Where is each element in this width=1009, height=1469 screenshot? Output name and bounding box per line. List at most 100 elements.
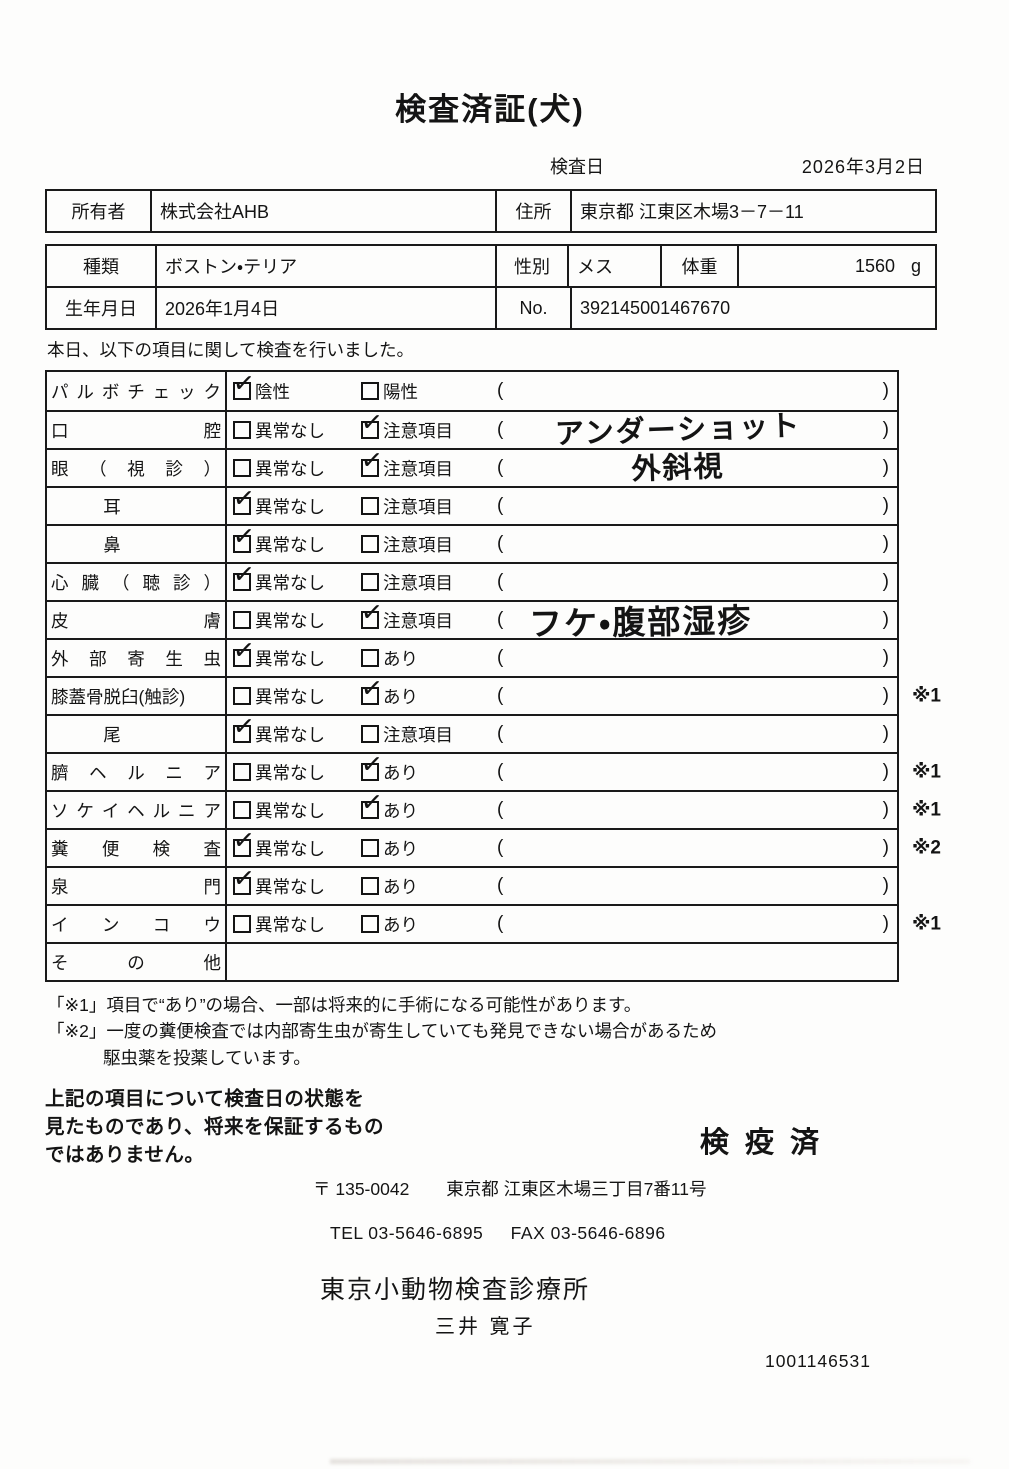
disclaimer-line-3: ではありません。 [45,1144,205,1167]
checkbox-unchecked [361,839,379,857]
checklist-row-remarks: ( ) [489,830,897,866]
checklist-row-label-cell: パルボチェック [47,372,227,410]
clinic-fax: FAX 03-5646-6896 [510,1222,666,1243]
check-option: 陰性 [233,379,361,404]
checkbox-checked [361,763,379,781]
check-option-label: あり [383,686,418,707]
clinic-address-line: 〒 135-0042 東京都 江東区木場三丁目7番11号 [313,1176,935,1201]
checklist-row-remarks: ( ) [489,754,897,790]
checkbox-unchecked [233,459,251,477]
quarantine-stamp: 検 疫 済 [699,1126,823,1159]
checkbox-checked [233,839,251,857]
footnote-1: 「※1」項目で“あり”の場合、一部は将来的に手術になる可能性があります。 [47,995,642,1015]
check-option: あり [361,798,489,823]
no-value: 392145001467670 [570,286,937,330]
check-option-label: 注意項目 [383,724,453,745]
checklist-row-label-cell: ソケイヘルニア [47,792,227,828]
paren-close: ) [882,457,889,478]
check-option: 異常なし [233,836,361,861]
check-option: 異常なし [233,798,361,823]
checkbox-checked [361,421,379,439]
checkbox-unchecked [233,801,251,819]
paren-open: ( [497,913,504,934]
checklist-row-label: 口腔 [51,420,221,441]
paren-open: ( [497,723,504,744]
owner-table: 所有者 株式会社AHB 住所 東京都 江東区木場3－7－11 [45,189,937,233]
footnote-mark: ※2 [911,837,941,859]
weight-unit: g [910,255,921,276]
checklist-row-options: 異常なし あり [227,754,489,790]
checklist-row: 心臓（聴診） 異常なし 注意項目 ( ) [47,562,897,600]
address-label: 住所 [495,189,572,233]
check-option-label: 陰性 [255,381,290,402]
sex-label: 性別 [495,244,569,288]
paren-open: ( [497,495,504,516]
check-option-label: あり [383,914,418,935]
paren-close: ) [882,495,889,516]
check-option: 異常なし [233,760,361,785]
paren-close: ) [882,875,889,896]
inspection-date-value: 2026年3月2日 [801,157,925,177]
checkbox-checked [361,611,379,629]
checkbox-checked [233,382,251,400]
checklist-row-label: 糞便検査 [51,838,221,859]
checkbox-unchecked [361,877,379,895]
checkbox-unchecked [361,649,379,667]
checklist-row-label-cell: その他 [47,944,227,980]
check-option-label: 異常なし [255,724,325,745]
check-option: 陽性 [361,379,489,404]
check-option: 異常なし [233,418,361,443]
check-option: あり [361,760,489,785]
checklist-row-options: 異常なし 注意項目 [227,716,489,752]
paren-open: ( [497,837,504,858]
checklist-row-remarks [227,944,897,980]
checklist-row-remarks: ( ) [489,678,897,714]
checklist-row-remarks: ( ) [489,564,897,600]
paren-close: ) [882,533,889,554]
check-option: 異常なし [233,722,361,747]
paren-open: ( [497,457,504,478]
checklist-row-label: 心臓（聴診） [51,572,221,593]
checklist-row-remarks: ( ) [489,640,897,676]
checklist-row-label-cell: 鼻 [47,526,227,562]
checklist-row-options: 異常なし あり [227,792,489,828]
address-value: 東京都 江東区木場3－7－11 [570,189,937,233]
owner-value: 株式会社AHB [150,189,497,233]
serial-number: 1001146531 [764,1350,871,1371]
checkbox-unchecked [233,915,251,933]
footnote-mark: ※1 [911,685,941,707]
paren-close: ) [882,799,889,820]
checklist-row-options: 異常なし 注意項目 [227,526,489,562]
checkbox-unchecked [361,535,379,553]
checklist-row-label-cell: 膝蓋骨脱臼(触診) [47,678,227,714]
check-option-label: 異常なし [255,648,325,669]
check-option: 異常なし [233,646,361,671]
checkbox-checked [233,725,251,743]
check-option: 注意項目 [361,494,489,519]
scan-artifact [330,1459,970,1464]
check-option-label: 異常なし [255,534,325,555]
checkbox-unchecked [361,382,379,400]
checklist-row-label: 尾 [103,724,121,745]
checkbox-unchecked [233,611,251,629]
birth-value: 2026年1月4日 [155,286,497,330]
checklist-row-remarks: ( ) [489,792,897,828]
check-option-label: 異常なし [255,420,325,441]
paren-close: ) [882,571,889,592]
check-option: 異常なし [233,456,361,481]
checklist-row: 鼻 異常なし 注意項目 ( ) [47,524,897,562]
check-option-label: 異常なし [255,762,325,783]
clinic-postal-code: 〒 135-0042 [313,1178,410,1199]
checklist-row-options: 異常なし 注意項目 [227,564,489,600]
paren-close: ) [882,647,889,668]
checklist-row-label-cell: 泉門 [47,868,227,904]
inspection-date-label: 検査日 [550,157,604,177]
check-option-label: 異常なし [255,572,325,593]
check-option: 異常なし [233,874,361,899]
disclaimer-row: 上記の項目について検査日の状態を 見たものであり、将来を保証するもの ではありま… [45,1085,935,1170]
checklist-row-remarks: ( ) [489,906,897,942]
clinic-contact-line: TEL 03-5646-6895 FAX 03-5646-6896 [330,1223,935,1244]
clinic-address: 東京都 江東区木場三丁目7番11号 [446,1178,707,1199]
